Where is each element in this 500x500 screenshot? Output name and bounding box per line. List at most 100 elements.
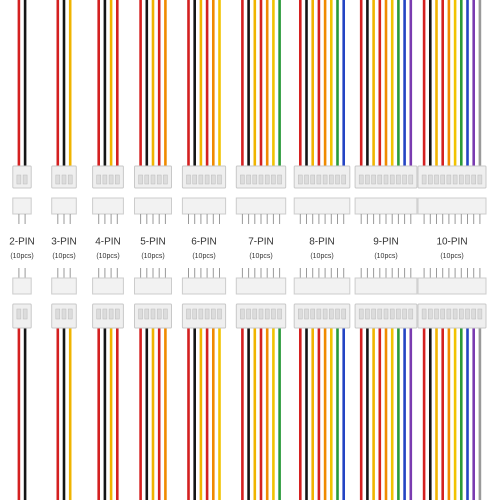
- connector-slot: [465, 308, 470, 320]
- quantity-label: (10pcs): [192, 253, 215, 260]
- connector-slot: [277, 308, 282, 320]
- connector-slot: [16, 174, 22, 185]
- connector-slot: [298, 308, 303, 320]
- connector-slot: [428, 308, 433, 320]
- connector-slot: [358, 308, 364, 320]
- connector-slot: [246, 174, 251, 185]
- connector-slot: [428, 174, 433, 185]
- connector-slot: [477, 174, 483, 185]
- connector-slot: [365, 308, 370, 320]
- connector-slot: [335, 174, 340, 185]
- pin-label: 10-PIN: [436, 237, 467, 248]
- connector-slot: [108, 308, 114, 320]
- pin-header: [51, 277, 77, 295]
- connector-slot: [150, 308, 156, 320]
- connector-housing: [12, 165, 32, 189]
- connector-slot: [144, 174, 150, 185]
- pin-header: [181, 277, 227, 295]
- connector-slot: [383, 308, 389, 320]
- connector-slot: [477, 308, 483, 320]
- connector-slot: [396, 174, 401, 185]
- connector-slot: [264, 308, 270, 320]
- pin-header: [354, 277, 418, 295]
- connector-slot: [67, 308, 73, 320]
- connector-slot: [271, 174, 276, 185]
- connector-slot: [465, 174, 470, 185]
- connector-slot: [258, 308, 264, 320]
- connector-slot: [150, 174, 156, 185]
- connector-slot: [144, 308, 150, 320]
- quantity-label: (10pcs): [249, 253, 272, 260]
- connector-slot: [204, 174, 210, 185]
- connector-slot: [55, 308, 61, 320]
- quantity-label: (10pcs): [10, 253, 33, 260]
- pin-header: [12, 197, 32, 215]
- connector-slot: [258, 174, 264, 185]
- connector-slot: [108, 174, 114, 185]
- connector-slot: [310, 308, 315, 320]
- quantity-label: (10pcs): [440, 253, 463, 260]
- connector-slot: [446, 174, 452, 185]
- pin-label: 4-PIN: [95, 237, 121, 248]
- connector-slot: [329, 174, 334, 185]
- connector-slot: [452, 308, 458, 320]
- pin-header: [293, 197, 351, 215]
- connector-slot: [408, 308, 414, 320]
- connector-slot: [434, 308, 439, 320]
- connector-slot: [186, 174, 191, 185]
- pin-label: 9-PIN: [373, 237, 399, 248]
- connector-slot: [192, 308, 197, 320]
- connector-slot: [341, 308, 346, 320]
- connector-slot: [298, 174, 303, 185]
- connector-slot: [246, 308, 251, 320]
- pin-header: [293, 277, 351, 295]
- pin-header: [235, 277, 287, 295]
- connector-slot: [138, 174, 143, 185]
- connector-slot: [389, 308, 395, 320]
- connector-slot: [163, 308, 168, 320]
- pin-label: 2-PIN: [9, 237, 35, 248]
- connector-slot: [304, 308, 309, 320]
- connector-slot: [408, 174, 414, 185]
- connector-slot: [252, 308, 258, 320]
- connector-slot: [102, 174, 108, 185]
- connector-slot: [16, 308, 22, 320]
- pin-header: [417, 277, 487, 295]
- connector-slot: [156, 308, 162, 320]
- connector-slot: [156, 174, 162, 185]
- connector-slot: [115, 308, 120, 320]
- connector-slot: [402, 174, 407, 185]
- pin-header: [92, 277, 124, 295]
- connector-slot: [22, 174, 28, 185]
- pin-header: [181, 197, 227, 215]
- connector-slot: [434, 174, 439, 185]
- connector-slot: [329, 308, 334, 320]
- connector-slot: [67, 174, 73, 185]
- connector-slot: [217, 308, 222, 320]
- connector-slot: [446, 308, 452, 320]
- connector-slot: [102, 308, 108, 320]
- pin-header: [134, 197, 172, 215]
- connector-slot: [471, 174, 476, 185]
- connector-slot: [96, 174, 101, 185]
- quantity-label: (10pcs): [141, 253, 164, 260]
- pin-label: 8-PIN: [309, 237, 335, 248]
- pin-header: [92, 197, 124, 215]
- connector-slot: [452, 174, 458, 185]
- connector-slot: [316, 174, 322, 185]
- connector-slot: [186, 308, 191, 320]
- pin-header: [235, 197, 287, 215]
- connector-slot: [198, 308, 204, 320]
- connector-slot: [211, 308, 216, 320]
- connector-housing: [12, 303, 32, 329]
- connector-slot: [341, 174, 346, 185]
- connector-slot: [459, 174, 464, 185]
- connector-slot: [61, 174, 67, 185]
- connector-slot: [304, 174, 309, 185]
- connector-slot: [55, 174, 61, 185]
- connector-slot: [310, 174, 315, 185]
- pin-label: 7-PIN: [248, 237, 274, 248]
- pin-header: [134, 277, 172, 295]
- connector-slot: [192, 174, 197, 185]
- connector-slot: [252, 174, 258, 185]
